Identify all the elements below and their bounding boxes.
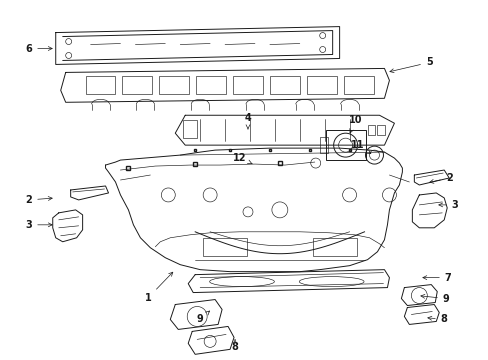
Bar: [183, 120, 197, 138]
Text: 5: 5: [389, 58, 432, 73]
Bar: [312, 238, 356, 256]
Text: 11: 11: [350, 140, 370, 154]
Bar: [233, 76, 263, 94]
Bar: [325, 130, 365, 160]
Bar: [159, 76, 189, 94]
Bar: [306, 76, 336, 94]
Text: 10: 10: [348, 115, 362, 133]
Text: 12: 12: [233, 153, 252, 164]
Bar: [343, 76, 373, 94]
Text: 8: 8: [427, 314, 447, 324]
Text: 7: 7: [422, 273, 450, 283]
Text: 2: 2: [429, 173, 452, 183]
Text: 8: 8: [231, 339, 238, 352]
Bar: [319, 137, 327, 153]
Bar: [203, 238, 246, 256]
Bar: [196, 76, 225, 94]
Text: 4: 4: [244, 113, 251, 129]
Text: 2: 2: [25, 195, 52, 205]
Text: 9: 9: [196, 311, 209, 324]
Bar: [269, 76, 299, 94]
Text: 3: 3: [438, 200, 458, 210]
Bar: [377, 125, 385, 135]
Text: 3: 3: [25, 220, 52, 230]
Text: 1: 1: [145, 272, 172, 302]
Text: 9: 9: [420, 293, 448, 303]
Text: 6: 6: [25, 44, 52, 54]
Bar: [367, 125, 375, 135]
Bar: [122, 76, 152, 94]
Bar: [85, 76, 115, 94]
